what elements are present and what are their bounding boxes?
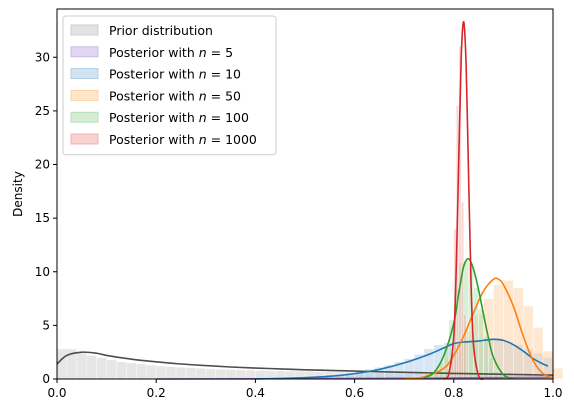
histogram-bar xyxy=(215,369,226,380)
histogram-bar xyxy=(225,369,236,380)
histogram-bar xyxy=(185,367,197,380)
histogram-bar xyxy=(116,361,127,380)
plot-frame xyxy=(56,8,554,380)
histogram-bar xyxy=(488,357,494,380)
x-axis: 0.0 0.2 0.4 0.6 0.8 1.0 xyxy=(47,379,563,400)
x-tick-label: 0.0 xyxy=(47,386,66,400)
histogram-bar xyxy=(483,335,489,380)
histogram-bar xyxy=(195,367,207,380)
legend-swatch xyxy=(70,46,99,58)
legend-swatch xyxy=(70,90,99,101)
y-tick-label: 5 xyxy=(42,318,50,332)
histogram-bar xyxy=(245,369,256,380)
histogram-bar xyxy=(552,367,564,380)
legend: Prior distribution Posterior with n = 5 Po… xyxy=(62,15,277,156)
x-tick-label: 0.6 xyxy=(345,386,364,400)
histogram-bar xyxy=(86,355,97,380)
histogram-bar xyxy=(478,308,484,380)
histogram-bar xyxy=(96,357,107,380)
legend-swatch xyxy=(70,24,99,36)
density-line-0 xyxy=(56,351,554,376)
histogram-bar xyxy=(145,364,157,380)
histogram-bar xyxy=(76,352,88,380)
x-tick-label: 0.4 xyxy=(246,386,265,400)
y-axis-label: Density xyxy=(11,171,25,217)
histogram-bar xyxy=(126,362,137,380)
histogram-bar xyxy=(463,314,467,380)
y-axis: 0 5 10 15 20 25 30 xyxy=(35,50,57,386)
density-line-5 xyxy=(443,21,484,380)
legend-label: Posterior with n = 100 xyxy=(109,110,249,125)
histogram-bar xyxy=(522,305,534,380)
y-tick-label: 0 xyxy=(42,372,50,386)
histogram-bar xyxy=(460,201,465,380)
histogram-bar xyxy=(56,348,68,380)
histogram-bar xyxy=(165,366,177,380)
legend-label: Posterior with n = 5 xyxy=(109,45,233,60)
density-line-2 xyxy=(255,338,549,380)
y-tick-label: 10 xyxy=(35,265,50,279)
legend-box xyxy=(62,15,277,156)
legend-label: Posterior with n = 50 xyxy=(109,88,241,103)
histogram-bar xyxy=(205,368,217,380)
legend-label: Posterior with n = 10 xyxy=(109,67,241,82)
histogram-bar xyxy=(136,363,147,380)
x-tick-label: 0.8 xyxy=(444,386,463,400)
histogram-bar xyxy=(155,365,167,380)
y-tick-label: 30 xyxy=(35,50,50,64)
density-lines xyxy=(56,21,554,380)
x-tick-label: 0.2 xyxy=(147,386,166,400)
y-tick-label: 15 xyxy=(35,211,50,225)
histogram-bar xyxy=(175,366,187,380)
legend-swatch xyxy=(70,111,99,123)
histogram-bar xyxy=(106,359,117,380)
histogram-bar xyxy=(235,369,246,380)
legend-swatch xyxy=(70,68,99,79)
legend-label: Posterior with n = 1000 xyxy=(109,132,257,147)
y-tick-label: 20 xyxy=(35,158,50,172)
x-tick-label: 1.0 xyxy=(543,386,562,400)
y-tick-label: 25 xyxy=(35,104,50,118)
density-line-3 xyxy=(404,277,554,380)
histogram-bar xyxy=(493,284,504,380)
legend-label: Prior distribution xyxy=(109,23,213,38)
legend-swatch xyxy=(70,133,99,145)
